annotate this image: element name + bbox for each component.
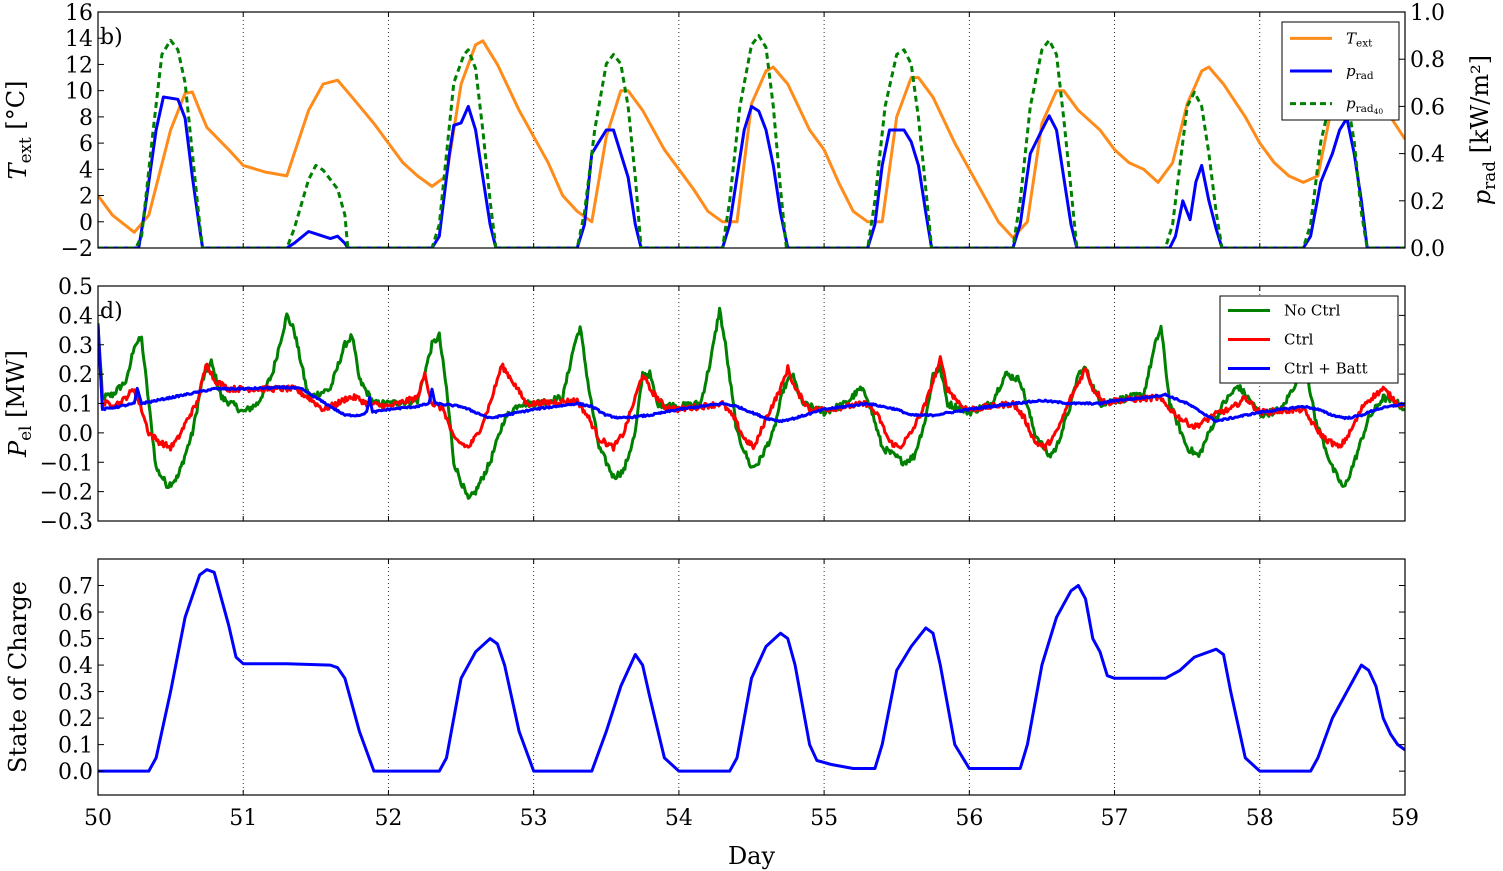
axes-frame [97,285,1406,522]
y-tick-label: 12 [65,53,93,78]
y-tick-label: 0.2 [58,363,93,388]
panel-label: d) [100,299,123,324]
y-tick-label: 0.7 [58,575,93,600]
x-axis-label: Day [728,842,776,870]
y-axis-label: State of Charge [4,581,32,773]
y-tick-label: 10 [65,80,93,105]
x-tick-label: 55 [810,806,838,831]
y-tick-label-right: 1.0 [1410,1,1445,26]
x-tick-label: 54 [665,806,693,831]
legend: No Ctrl Ctrl Ctrl + Batt [1219,295,1399,384]
x-tick-label: 56 [955,806,983,831]
y-tick-label: 0.4 [58,304,93,329]
y-tick-label: 2 [79,185,93,210]
y-tick-label: 8 [79,106,93,131]
y-axis-label: Pel [MW] [2,350,35,458]
y-axis-label-right: prad [kW/m²] [1466,55,1499,205]
y-tick-label: 0 [79,211,93,236]
y-tick-label: −0.3 [40,510,93,535]
series-line-ctrl [98,327,1405,452]
y-tick-label: −0.1 [40,451,93,476]
y-tick-label-right: 0.4 [1410,143,1445,168]
legend-label: Ctrl + Batt [1284,360,1368,378]
legend-label: prad [1346,62,1374,82]
series-line-ctrl-batt [98,324,1405,424]
y-tick-label-right: 0.2 [1410,190,1445,215]
axes-frame [97,558,1406,796]
y-tick-label: 0.6 [58,601,93,626]
x-tick-label: 51 [229,806,257,831]
y-tick-label: 0.0 [58,760,93,785]
y-tick-label: 0.3 [58,334,93,359]
axes-frame [97,11,1406,249]
x-tick-label: 50 [84,806,112,831]
y-tick-label: 14 [65,27,93,52]
series-line-t-ext [98,39,1405,239]
legend: Text prad prad40 [1281,21,1400,121]
y-tick-label: 0.5 [58,628,93,653]
y-tick-label: 0.1 [58,734,93,759]
series-line-p-rad40 [98,34,1405,248]
series-line-p-rad [98,95,1405,248]
panel-label: b) [100,25,123,50]
panel-state-of-charge: 50 51 52 53 54 55 56 57 58 59Day0.00.10.20.30.40.… [4,558,1419,870]
series-group [98,34,1405,248]
legend-label: prad40 [1346,95,1383,116]
series-line-no-ctrl [98,306,1405,500]
y-tick-label-right: 0.8 [1410,48,1445,73]
x-tick-label: 57 [1101,806,1129,831]
x-tick-label: 59 [1391,806,1419,831]
legend-label: No Ctrl [1284,302,1341,320]
y-tick-label: −0.2 [40,481,93,506]
x-tick-label: 52 [374,806,402,831]
y-tick-label: 4 [79,158,93,183]
y-tick-label: 0.4 [58,654,93,679]
y-tick-label: 0.5 [58,275,93,300]
x-tick-label: 58 [1246,806,1274,831]
legend-label: Ctrl [1284,331,1314,349]
y-axis-label: Text [°C] [2,81,35,180]
y-tick-label-right: 0.0 [1410,237,1445,262]
series-line-soc [98,568,1405,773]
y-tick-label: 6 [79,132,93,157]
y-tick-label: 0.0 [58,422,93,447]
y-tick-label: 0.2 [58,707,93,732]
y-tick-label: 16 [65,1,93,26]
legend-label: Text [1346,29,1373,49]
series-group [98,568,1405,773]
panel-electric-power: −0.3 −0.2 −0.1 0.0 0.1 0.2 0.3 0.4 0.5 Pel [MW] d)… [2,275,1406,535]
series-group [98,306,1405,500]
y-tick-label: 0.3 [58,681,93,706]
y-tick-label-right: 0.6 [1410,95,1445,120]
y-tick-label: −2 [61,237,93,262]
y-tick-label: 0.1 [58,393,93,418]
x-tick-label: 53 [520,806,548,831]
